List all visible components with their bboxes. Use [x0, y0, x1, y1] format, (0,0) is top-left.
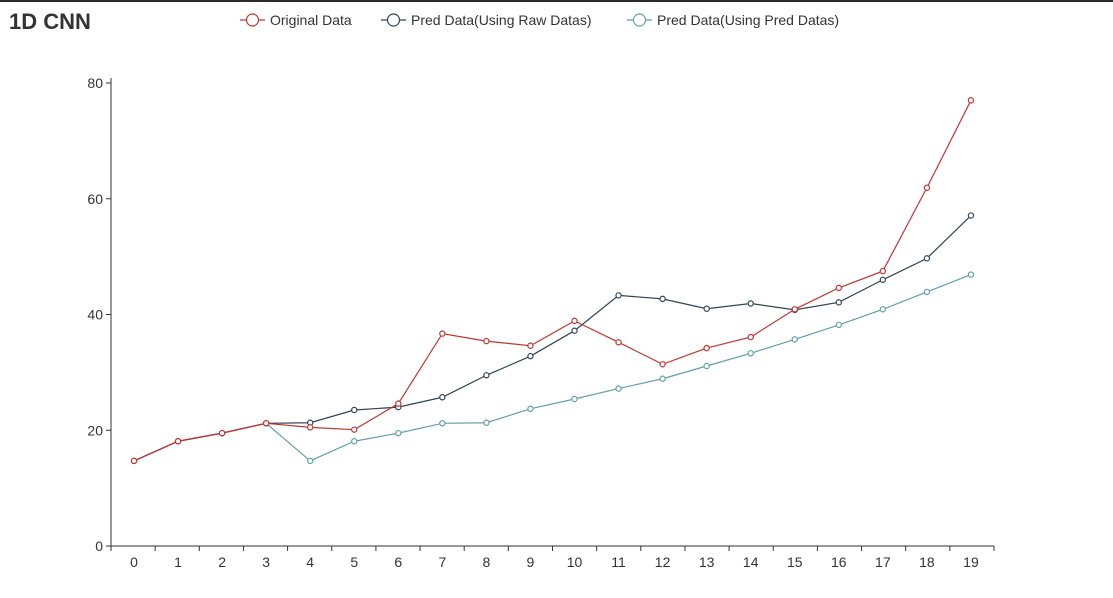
data-point[interactable]: [527, 342, 534, 349]
legend-marker-icon: [632, 13, 647, 27]
data-point[interactable]: [615, 339, 622, 346]
x-tick-label: 13: [699, 554, 715, 570]
data-point[interactable]: [879, 267, 887, 275]
x-tick-label: 10: [567, 554, 583, 570]
legend: Original Data Pred Data(Using Raw Datas) P…: [240, 12, 839, 28]
data-point[interactable]: [307, 457, 314, 465]
data-point[interactable]: [483, 337, 490, 345]
data-point[interactable]: [483, 372, 490, 379]
x-tick-label: 19: [963, 554, 979, 570]
data-point[interactable]: [439, 394, 446, 401]
data-point[interactable]: [527, 405, 534, 413]
x-tick-label: 3: [262, 554, 270, 570]
legend-label: Pred Data(Using Pred Datas): [657, 12, 839, 28]
data-point[interactable]: [351, 438, 358, 445]
data-point[interactable]: [615, 292, 622, 299]
data-point[interactable]: [483, 419, 490, 426]
legend-marker-icon: [386, 13, 401, 27]
data-point[interactable]: [527, 352, 534, 360]
data-point[interactable]: [835, 299, 843, 306]
data-point[interactable]: [967, 212, 975, 219]
x-tick-label: 0: [130, 554, 138, 570]
x-tick-label: 9: [527, 554, 535, 570]
x-tick-label: 11: [611, 554, 626, 570]
x-tick-label: 6: [394, 554, 402, 570]
data-point[interactable]: [659, 375, 666, 382]
legend-marker-icon: [245, 13, 260, 27]
x-tick-label: 7: [438, 554, 446, 570]
series-1: [130, 212, 975, 465]
legend-label: Pred Data(Using Raw Datas): [411, 12, 592, 28]
data-point[interactable]: [571, 317, 578, 325]
data-point[interactable]: [351, 426, 358, 433]
data-point[interactable]: [262, 420, 270, 427]
data-point[interactable]: [395, 429, 402, 437]
x-tick-label: 8: [483, 554, 491, 570]
x-tick-label: 12: [655, 554, 671, 570]
x-tick-label: 4: [306, 554, 314, 570]
data-point[interactable]: [130, 457, 138, 465]
data-point[interactable]: [747, 333, 754, 341]
legend-item[interactable]: Pred Data(Using Raw Datas): [381, 12, 592, 28]
series-line: [133, 215, 972, 462]
data-point[interactable]: [967, 97, 975, 104]
data-point[interactable]: [923, 288, 931, 296]
data-point[interactable]: [659, 295, 666, 303]
data-point[interactable]: [703, 344, 710, 352]
series-line: [133, 100, 972, 462]
legend-item[interactable]: Original Data: [240, 12, 352, 28]
y-tick-label: 0: [95, 538, 103, 554]
top-border: [0, 0, 1113, 2]
x-tick-label: 2: [218, 554, 226, 570]
chart-title: 1D CNN: [9, 9, 91, 34]
data-point[interactable]: [835, 284, 843, 292]
data-point[interactable]: [615, 385, 622, 392]
legend-item[interactable]: Pred Data(Using Pred Datas): [627, 12, 839, 28]
data-point[interactable]: [747, 300, 754, 307]
data-point[interactable]: [879, 276, 887, 283]
series-0: [130, 97, 975, 465]
plot-area: [130, 97, 975, 465]
data-point[interactable]: [351, 406, 358, 414]
data-point[interactable]: [967, 271, 975, 278]
series-2: [130, 271, 975, 465]
data-point[interactable]: [439, 330, 446, 337]
data-point[interactable]: [791, 306, 798, 313]
y-tick-label: 40: [87, 307, 103, 323]
data-point[interactable]: [571, 395, 578, 403]
x-tick-label: 17: [875, 554, 891, 570]
data-point[interactable]: [571, 327, 578, 334]
legend-label: Original Data: [270, 12, 352, 28]
data-point[interactable]: [439, 420, 446, 427]
y-tick-label: 60: [87, 191, 103, 207]
data-point[interactable]: [703, 362, 710, 370]
x-tick-label: 1: [174, 554, 182, 570]
x-tick-label: 18: [919, 554, 935, 570]
data-point[interactable]: [835, 321, 843, 329]
x-tick-label: 16: [831, 554, 847, 570]
data-point[interactable]: [174, 438, 182, 445]
x-tick-label: 15: [787, 554, 803, 570]
y-tick-label: 80: [87, 75, 103, 91]
data-point[interactable]: [747, 350, 754, 357]
x-tick-label: 14: [743, 554, 759, 570]
series-line: [133, 274, 972, 462]
data-point[interactable]: [395, 400, 402, 407]
y-tick-label: 20: [87, 422, 103, 438]
x-tick-label: 5: [350, 554, 358, 570]
data-point[interactable]: [923, 184, 931, 191]
data-point[interactable]: [307, 424, 314, 431]
data-point[interactable]: [791, 336, 798, 343]
data-point[interactable]: [923, 255, 931, 262]
data-point[interactable]: [703, 305, 710, 312]
data-point[interactable]: [879, 306, 887, 313]
data-point[interactable]: [659, 361, 666, 368]
data-point[interactable]: [218, 429, 226, 437]
